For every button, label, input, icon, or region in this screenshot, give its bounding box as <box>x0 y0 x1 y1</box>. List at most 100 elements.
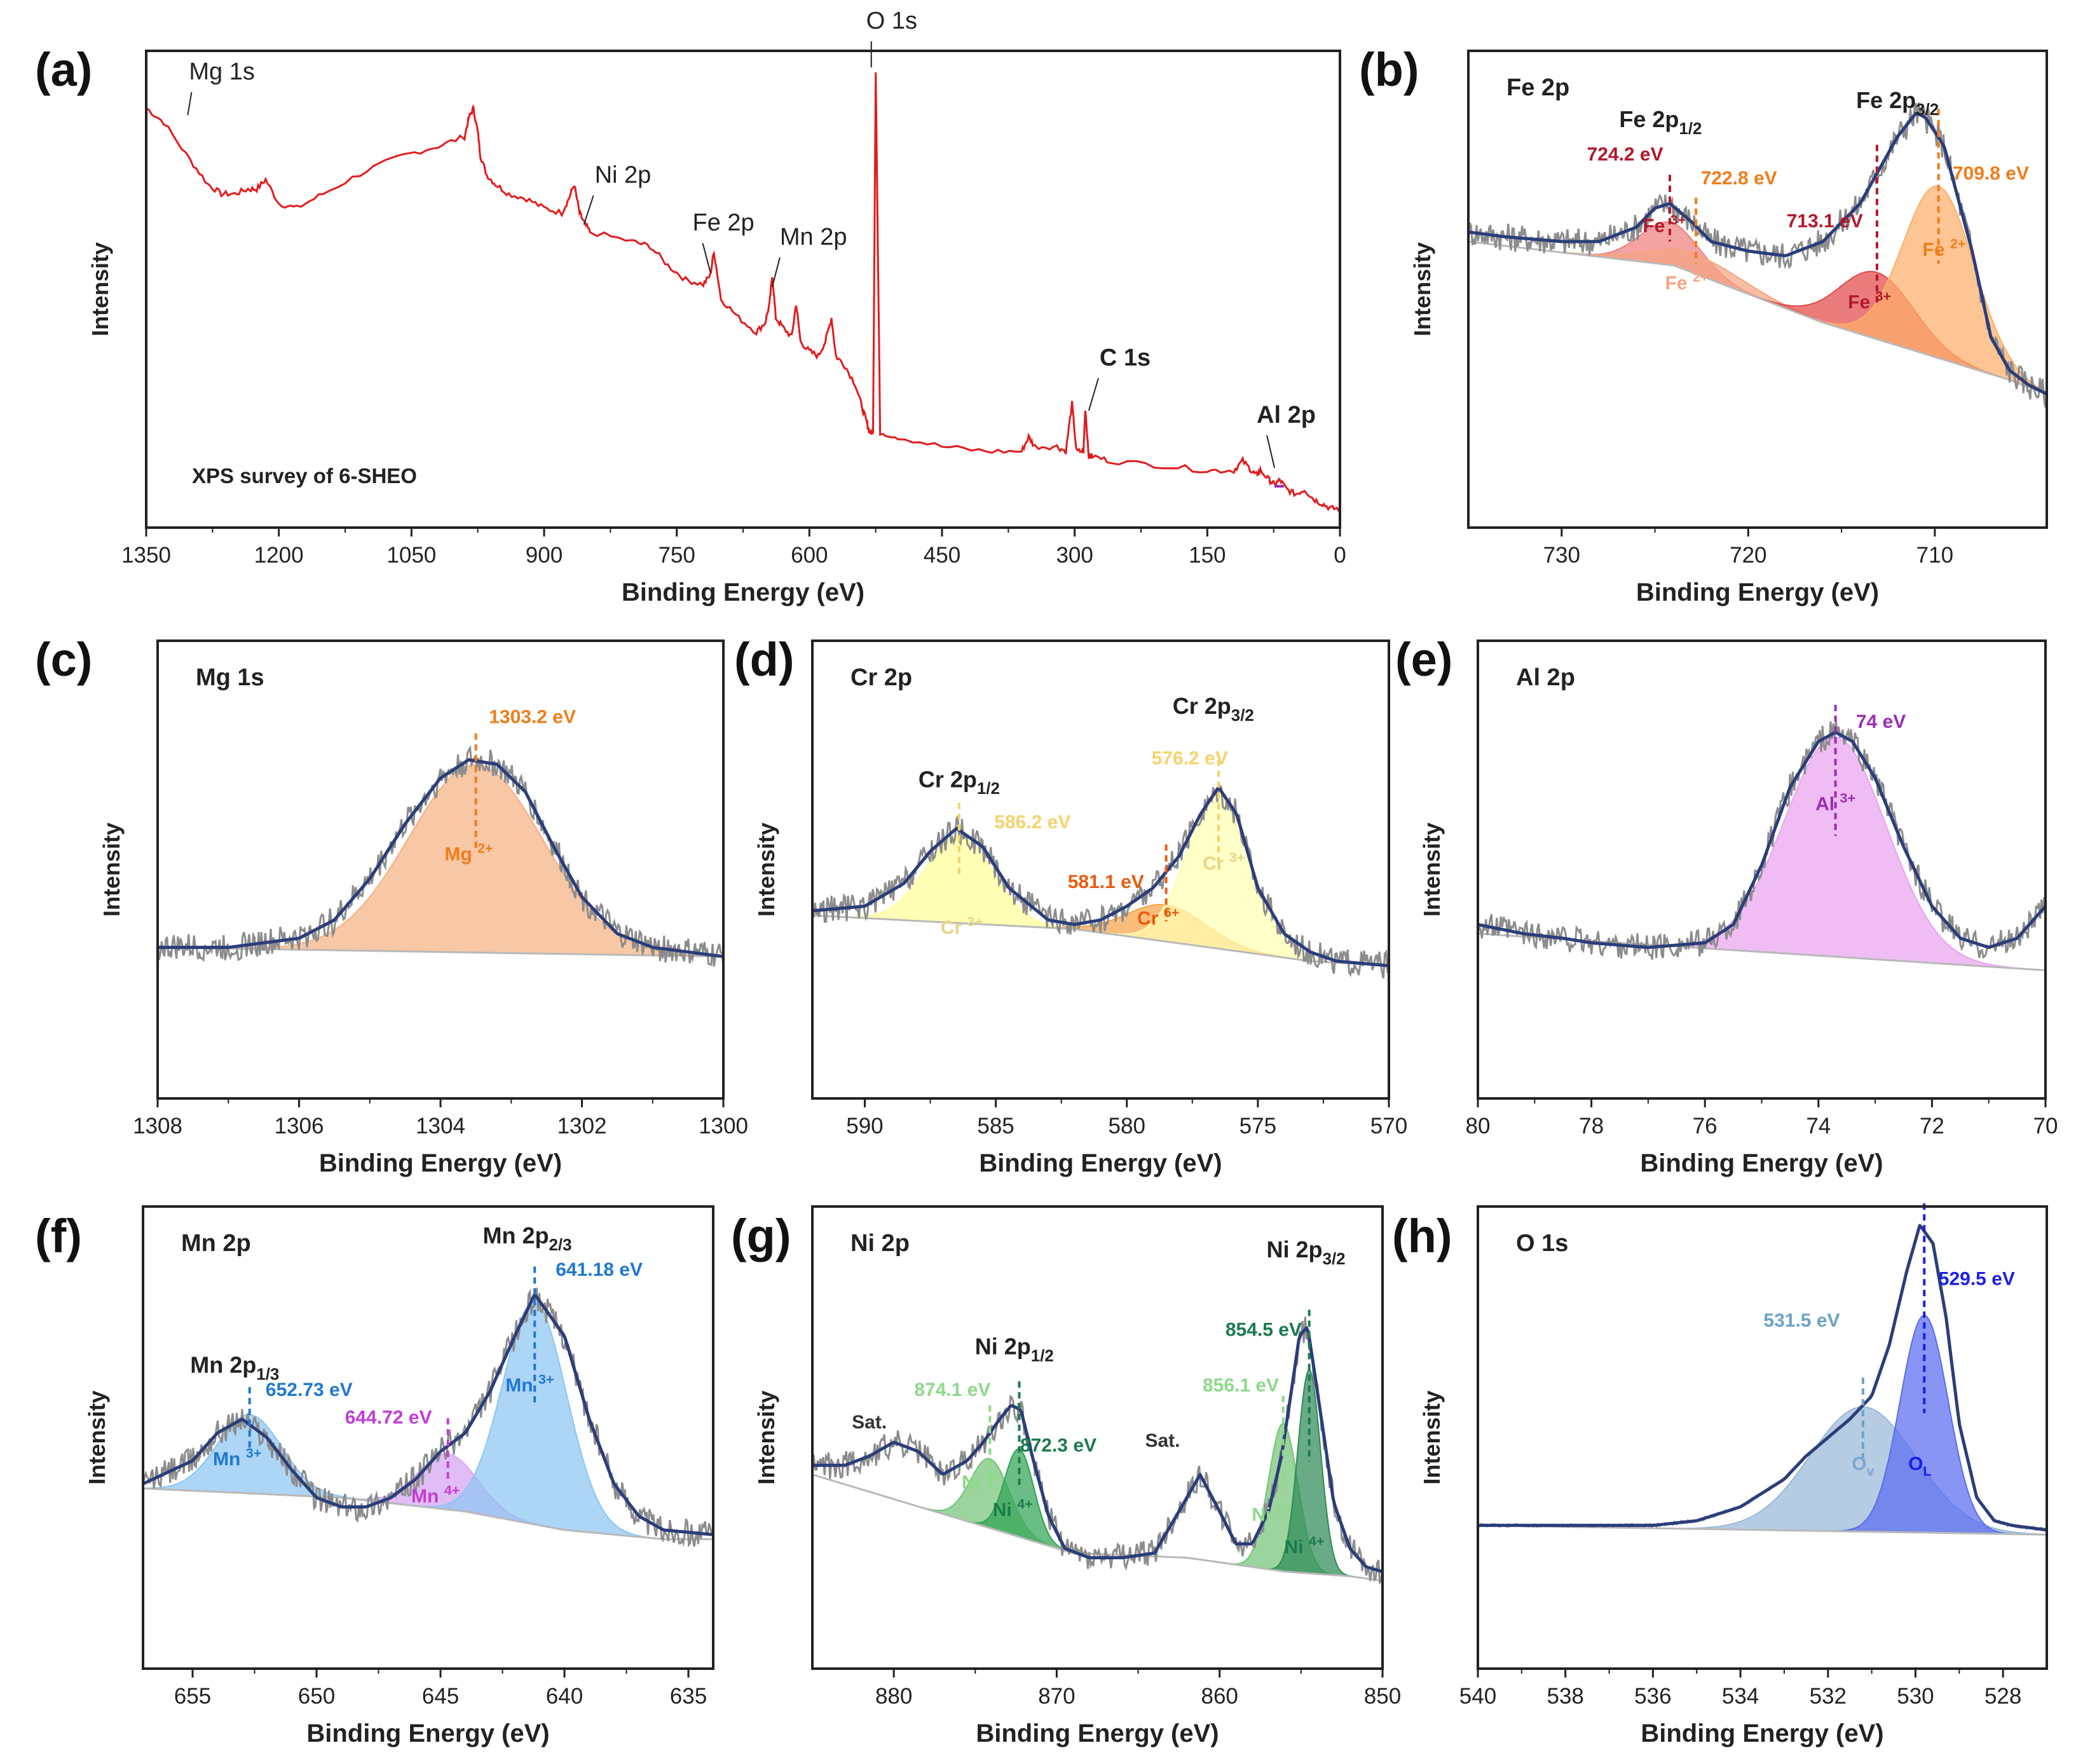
peak-label-1: Sat. <box>1145 1430 1180 1451</box>
peak-label-6: Mn 2p1/3 <box>190 1352 279 1384</box>
peak-label-4-superscript: 3+ <box>1670 212 1686 228</box>
x-tick-label: 72 <box>1920 1114 1944 1138</box>
x-tick-label: 585 <box>977 1114 1014 1138</box>
peak-label-1-main: Al <box>1815 793 1840 814</box>
panel-title-c: Mg 1s <box>196 664 264 691</box>
peak-label-5-main: Mn <box>411 1486 444 1507</box>
x-tick-label: 540 <box>1459 1684 1496 1709</box>
x-tick-label: 534 <box>1722 1684 1759 1709</box>
peak-label-7-main: Cr 2p <box>1173 693 1231 719</box>
peak-label-9-main: Fe 2p <box>1856 87 1916 113</box>
x-tick-label: 1302 <box>557 1114 607 1138</box>
plot-area-a: Mg 1s Ni 2p Fe 2p Mn 2p O 1s C 1s Al 2p XPS sur… <box>146 8 1341 513</box>
peak-label-3-superscript: 3+ <box>967 913 983 929</box>
peak-label-0: Sat. <box>852 1412 887 1433</box>
panel-title-b: Fe 2p <box>1506 74 1569 101</box>
raw-data-line <box>1477 721 2047 960</box>
y-axis-title-b: Intensity <box>1409 242 1435 336</box>
peak-label-6-superscript: 3+ <box>986 1468 1002 1484</box>
peak-label-7-superscript: 2+ <box>1950 236 1966 252</box>
x-tick-label: 80 <box>1466 1114 1491 1138</box>
peak-label-6: Cr 2p1/2 <box>919 766 1000 798</box>
peak-label-3: 872.3 eV <box>1020 1435 1096 1456</box>
x-tick-label: 710 <box>1916 543 1953 568</box>
panel-title-e: Al 2p <box>1516 664 1575 691</box>
plot-frame-f <box>142 1205 714 1670</box>
peak-label-3-superscript: 3+ <box>246 1445 262 1461</box>
fit-envelope-line <box>1477 730 2047 949</box>
y-axis-title-e: Intensity <box>1419 823 1445 917</box>
raw-data-line <box>156 744 725 968</box>
series-line-survey <box>146 72 1341 513</box>
peak-label-5: Mn 4+ <box>411 1482 460 1507</box>
panel-g: (g) Sat. Sat. 874.1 eV 872.3 eV 856.1 eV 854.5… <box>731 1205 1401 1747</box>
peak-label-6: Ni 3+ <box>962 1468 1002 1493</box>
annotation-mn-2p: Mn 2p <box>780 224 847 250</box>
fit-envelope-line <box>812 1326 1383 1573</box>
x-axis-title-f: Binding Energy (eV) <box>306 1720 549 1747</box>
peak-label-10-main: Ni 2p <box>975 1334 1031 1360</box>
x-tick-label: 635 <box>670 1684 707 1709</box>
x-tick-label: 1304 <box>416 1114 465 1138</box>
panel-title-f: Mn 2p <box>181 1230 251 1257</box>
x-axis-d: 590 585 580 575 570 <box>846 1098 1407 1138</box>
peak-label-11-main: Ni 2p <box>1267 1236 1323 1262</box>
x-axis-f: 655 650 645 640 635 <box>174 1669 707 1709</box>
peak-label-0: 652.73 eV <box>266 1379 353 1400</box>
y-axis-title-c: Intensity <box>99 823 125 917</box>
peak-label-5-superscript: 6+ <box>1164 904 1180 920</box>
peak-label-8-main: Ni <box>1252 1504 1276 1525</box>
x-tick-label: 450 <box>924 543 960 568</box>
panel-label-d: (d) <box>734 633 795 686</box>
peak-label-9-main: Ni <box>1284 1536 1308 1557</box>
peak-label-6: Fe 3+ <box>1848 288 1891 313</box>
x-tick-label: 720 <box>1730 543 1766 568</box>
x-tick-label: 860 <box>1201 1684 1238 1709</box>
panel-e: (e) 74 eV Al 3+ Al 2p 80 78 76 74 72 70 Binding En… <box>1395 633 2058 1177</box>
y-axis-title-a: Intensity <box>87 242 113 336</box>
fit-envelope-line <box>1478 1224 2047 1532</box>
peak-label-7: Fe 2+ <box>1923 236 1966 261</box>
x-tick-label: 1200 <box>254 543 304 568</box>
panel-label-f: (f) <box>35 1210 82 1262</box>
peak-label-1-main: Mg <box>444 844 477 865</box>
x-tick-label: 78 <box>1579 1114 1604 1138</box>
peak-label-6-main: Fe <box>1848 292 1875 313</box>
x-tick-label: 532 <box>1810 1684 1847 1709</box>
plot-area-c: 1303.2 eV Mg 2+ <box>156 707 725 968</box>
annotation-o-1s: O 1s <box>866 8 917 34</box>
y-axis-title-d: Intensity <box>753 823 779 917</box>
plot-area-e: 74 eV Al 3+ <box>1477 704 2047 971</box>
x-tick-label: 900 <box>526 543 563 568</box>
x-tick-label: 70 <box>2033 1114 2058 1138</box>
panel-label-a: (a) <box>35 43 92 96</box>
x-tick-label: 570 <box>1370 1114 1407 1138</box>
peak-label-7-superscript: 4+ <box>1017 1496 1033 1512</box>
peak-label-7-subscript: 3/2 <box>1231 707 1254 725</box>
peak-label-1: 641.18 eV <box>556 1259 643 1280</box>
panel-label-h: (h) <box>1392 1210 1452 1262</box>
peak-label-7: Mn 2p2/3 <box>482 1222 571 1254</box>
annotation-leader <box>771 257 781 287</box>
peak-label-2: Ov <box>1852 1453 1874 1479</box>
peak-label-4: 856.1 eV <box>1203 1375 1279 1396</box>
plot-frame-d <box>811 639 1390 1100</box>
x-tick-label: 528 <box>1984 1684 2021 1709</box>
background-line <box>142 1487 713 1540</box>
x-tick-label: 1306 <box>275 1114 324 1138</box>
y-axis-title-g: Intensity <box>753 1390 779 1484</box>
y-axis-title-h: Intensity <box>1419 1390 1445 1484</box>
peak-label-5-superscript: 4+ <box>444 1482 460 1498</box>
peak-label-1-superscript: 2+ <box>477 840 493 856</box>
x-tick-label: 536 <box>1634 1684 1671 1709</box>
peak-label-4-main: Cr <box>1203 853 1229 874</box>
raw-data-line <box>1467 102 2048 408</box>
x-axis-title-b: Binding Energy (eV) <box>1636 578 1879 606</box>
peak-label-4-main: Fe <box>1643 215 1670 236</box>
peak-label-4-superscript: 3+ <box>1229 849 1245 865</box>
x-tick-label: 730 <box>1543 543 1580 568</box>
peak-label-9-superscript: 4+ <box>1309 1533 1325 1549</box>
